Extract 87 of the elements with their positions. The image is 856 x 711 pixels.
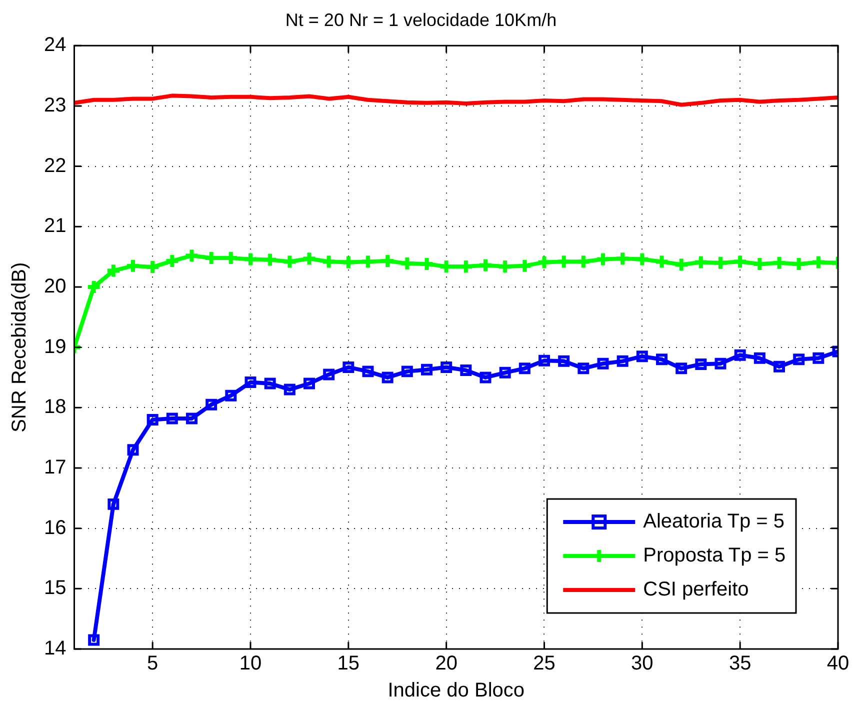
point: [362, 366, 374, 378]
point: [282, 254, 298, 270]
point: [518, 362, 530, 374]
point: [634, 251, 650, 268]
point: [440, 361, 452, 373]
x-tick-label: 15: [337, 652, 360, 675]
y-tick-label: 19: [44, 336, 66, 358]
x-tick-label: 30: [631, 652, 654, 675]
y-tick-label: 20: [44, 275, 66, 298]
point: [399, 255, 416, 272]
legend-label: Aleatoria Tp = 5: [643, 510, 785, 533]
point: [656, 354, 668, 366]
x-tick-label: 40: [826, 652, 850, 675]
y-tick-label: 14: [44, 638, 66, 660]
point: [536, 254, 552, 270]
point: [734, 349, 746, 361]
point: [516, 258, 533, 274]
point: [323, 368, 335, 380]
point: [499, 366, 511, 378]
x-tick-label: 20: [435, 652, 458, 675]
point: [578, 362, 590, 374]
point: [480, 372, 492, 384]
y-tick-label: 21: [44, 215, 66, 238]
point: [558, 355, 570, 367]
point: [614, 250, 631, 267]
point: [754, 352, 766, 364]
point: [695, 358, 707, 370]
point: [146, 414, 158, 426]
point: [616, 355, 628, 367]
y-tick-label: 24: [44, 34, 66, 56]
point: [320, 254, 337, 270]
point: [206, 398, 218, 410]
point: [712, 254, 728, 271]
point: [304, 378, 315, 390]
point: [714, 358, 726, 370]
point: [595, 251, 611, 268]
point: [264, 378, 276, 390]
point: [676, 362, 688, 374]
point: [774, 360, 785, 372]
point: [771, 254, 788, 271]
point: [556, 254, 572, 270]
point: [793, 354, 805, 366]
y-tick-label: 22: [44, 154, 66, 177]
y-tick-label: 18: [44, 396, 66, 418]
chart-title: Nt = 20 Nr = 1 velocidade 10Km/h: [285, 10, 557, 30]
point: [673, 256, 690, 273]
point: [575, 254, 592, 270]
point: [244, 376, 256, 388]
point: [732, 254, 748, 270]
point: [812, 352, 824, 364]
legend-label: CSI perfeito: [643, 578, 749, 601]
x-tick-label: 5: [147, 652, 158, 675]
point: [301, 250, 318, 267]
y-tick-label: 17: [44, 456, 66, 478]
point: [262, 252, 278, 268]
x-tick-label: 10: [239, 652, 262, 675]
point: [636, 350, 648, 362]
point: [340, 254, 356, 270]
point: [184, 248, 200, 264]
y-tick-label: 23: [44, 94, 66, 116]
point: [460, 364, 472, 376]
point: [127, 444, 139, 456]
point: [401, 366, 413, 378]
point: [421, 364, 432, 376]
point: [88, 634, 100, 646]
legend-label: Proposta Tp = 5: [643, 544, 786, 567]
x-tick-label: 25: [533, 652, 556, 675]
point: [597, 358, 609, 370]
y-axis-title: SNR Recebida(dB): [8, 262, 31, 432]
x-tick-label: 35: [728, 652, 752, 675]
point: [166, 412, 178, 424]
point: [692, 254, 709, 270]
point: [538, 354, 550, 366]
x-axis-title: Indice do Bloco: [388, 680, 525, 702]
point: [108, 498, 120, 510]
point: [186, 412, 198, 424]
point: [342, 361, 354, 373]
point: [478, 257, 494, 274]
point: [284, 384, 296, 396]
point: [360, 254, 376, 270]
point: [654, 254, 670, 270]
point: [382, 372, 394, 384]
point: [225, 390, 237, 402]
point: [105, 262, 122, 279]
y-tick-label: 15: [44, 577, 66, 600]
y-tick-label: 16: [44, 516, 66, 539]
point: [810, 254, 826, 270]
